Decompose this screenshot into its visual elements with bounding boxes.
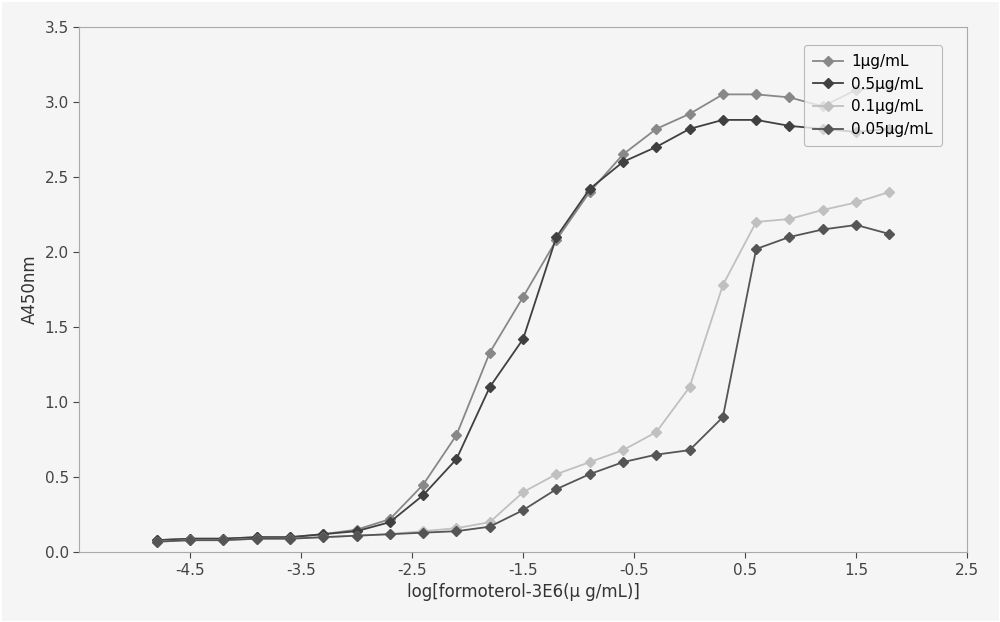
0.5μg/mL [284,534,296,541]
1μg/mL [450,432,462,439]
0.5μg/mL [251,534,263,541]
0.05μg/mL [650,451,662,458]
Line: 0.1μg/mL: 0.1μg/mL [153,188,893,545]
0.05μg/mL [883,230,895,238]
1μg/mL [717,91,729,98]
0.05μg/mL [850,221,862,229]
1μg/mL [517,294,529,301]
0.1μg/mL [617,447,629,454]
0.05μg/mL [450,527,462,535]
0.05μg/mL [151,538,163,545]
1μg/mL [550,236,562,244]
Line: 1μg/mL: 1μg/mL [153,83,893,544]
Line: 0.05μg/mL: 0.05μg/mL [153,221,893,545]
0.05μg/mL [184,536,196,544]
1μg/mL [384,516,396,523]
1μg/mL [684,110,696,118]
0.1μg/mL [484,519,496,526]
1μg/mL [417,481,429,488]
0.1μg/mL [717,281,729,289]
0.1μg/mL [317,534,329,541]
0.5μg/mL [617,158,629,165]
0.05μg/mL [284,535,296,542]
0.5μg/mL [484,383,496,391]
0.05μg/mL [484,523,496,531]
0.1μg/mL [750,218,762,226]
1μg/mL [750,91,762,98]
0.5μg/mL [850,128,862,136]
0.5μg/mL [750,116,762,124]
0.1μg/mL [817,207,829,214]
0.1μg/mL [184,536,196,544]
1μg/mL [351,526,363,534]
0.5μg/mL [684,125,696,132]
0.1μg/mL [251,535,263,542]
0.1μg/mL [217,536,229,544]
0.1μg/mL [417,527,429,535]
0.5μg/mL [717,116,729,124]
0.1μg/mL [883,188,895,196]
0.05μg/mL [617,458,629,466]
0.5μg/mL [417,491,429,499]
1μg/mL [617,151,629,158]
0.1μg/mL [783,215,795,223]
0.5μg/mL [584,185,596,193]
0.1μg/mL [850,198,862,206]
1μg/mL [883,83,895,91]
0.1μg/mL [284,535,296,542]
0.05μg/mL [550,485,562,493]
0.05μg/mL [517,506,529,514]
0.5μg/mL [550,233,562,241]
1μg/mL [184,535,196,542]
1μg/mL [151,536,163,544]
1μg/mL [850,86,862,93]
1μg/mL [317,531,329,538]
0.1μg/mL [650,429,662,436]
1μg/mL [284,534,296,541]
1μg/mL [783,94,795,101]
0.05μg/mL [384,531,396,538]
0.5μg/mL [384,519,396,526]
0.05μg/mL [417,529,429,536]
0.1μg/mL [584,458,596,466]
0.05μg/mL [584,470,596,478]
1μg/mL [650,125,662,132]
0.1μg/mL [450,524,462,532]
0.5μg/mL [151,536,163,544]
0.5μg/mL [351,527,363,535]
0.5μg/mL [450,455,462,463]
0.05μg/mL [351,532,363,539]
1μg/mL [251,534,263,541]
0.05μg/mL [217,536,229,544]
0.05μg/mL [750,245,762,253]
1μg/mL [484,349,496,356]
0.1μg/mL [151,538,163,545]
0.1μg/mL [550,470,562,478]
0.5μg/mL [317,531,329,538]
0.1μg/mL [684,383,696,391]
0.5μg/mL [817,125,829,132]
Y-axis label: A450nm: A450nm [21,254,39,324]
X-axis label: log[formoterol-3E6(μ g/mL)]: log[formoterol-3E6(μ g/mL)] [407,583,640,601]
0.1μg/mL [384,531,396,538]
0.05μg/mL [717,414,729,421]
1μg/mL [817,103,829,110]
0.05μg/mL [783,233,795,241]
0.5μg/mL [184,535,196,542]
0.05μg/mL [251,535,263,542]
0.1μg/mL [351,532,363,539]
0.05μg/mL [317,534,329,541]
0.5μg/mL [217,535,229,542]
0.1μg/mL [517,488,529,496]
0.5μg/mL [517,335,529,343]
0.05μg/mL [817,226,829,233]
Legend: 1μg/mL, 0.5μg/mL, 0.1μg/mL, 0.05μg/mL: 1μg/mL, 0.5μg/mL, 0.1μg/mL, 0.05μg/mL [804,45,942,146]
0.5μg/mL [783,122,795,129]
0.5μg/mL [883,125,895,132]
0.5μg/mL [650,143,662,151]
1μg/mL [584,188,596,196]
0.05μg/mL [684,447,696,454]
Line: 0.5μg/mL: 0.5μg/mL [153,116,893,544]
1μg/mL [217,535,229,542]
